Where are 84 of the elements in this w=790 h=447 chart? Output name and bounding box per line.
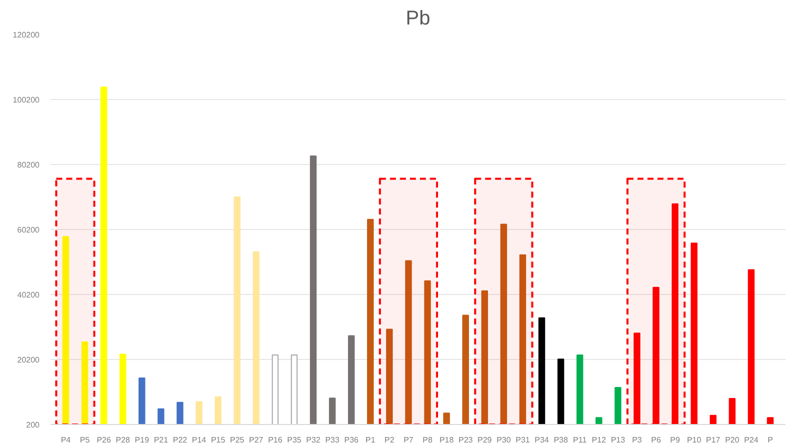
x-tick-label: P18 bbox=[439, 436, 454, 444]
bar bbox=[710, 414, 716, 424]
x-tick-label: P4 bbox=[60, 436, 72, 444]
chart-title: Pb bbox=[406, 8, 430, 30]
x-tick-label: P29 bbox=[478, 436, 492, 444]
x-tick-label: P25 bbox=[230, 436, 245, 444]
bar bbox=[443, 412, 450, 424]
bar bbox=[234, 196, 240, 424]
bar bbox=[120, 354, 126, 424]
bar bbox=[252, 251, 260, 424]
x-tick-label: P3 bbox=[632, 436, 642, 444]
bar bbox=[500, 224, 508, 424]
x-tick-label: P26 bbox=[96, 436, 112, 444]
bar bbox=[652, 286, 660, 424]
x-tick-label: P7 bbox=[404, 436, 414, 444]
x-tick-label: P35 bbox=[287, 436, 302, 444]
y-tick-label: 60200 bbox=[17, 226, 40, 234]
bar bbox=[348, 335, 355, 424]
x-tick-label: P19 bbox=[134, 436, 150, 444]
y-tick-label: 120200 bbox=[12, 30, 40, 40]
bar bbox=[81, 341, 88, 424]
bar bbox=[62, 236, 70, 424]
x-tick-label: P33 bbox=[325, 436, 340, 444]
x-tick-label: P36 bbox=[344, 436, 360, 444]
y-tick-label: 200 bbox=[26, 420, 40, 430]
bar bbox=[405, 260, 412, 424]
bar bbox=[290, 354, 298, 424]
bar bbox=[367, 218, 374, 424]
bar bbox=[690, 242, 698, 424]
bar bbox=[634, 332, 640, 424]
x-tick-label: P17 bbox=[706, 436, 721, 444]
bar bbox=[614, 386, 622, 424]
bar bbox=[328, 398, 336, 424]
y-tick-label: 40200 bbox=[17, 290, 40, 300]
y-tick-label: 100200 bbox=[12, 96, 40, 104]
x-tick-label: P31 bbox=[516, 436, 530, 444]
x-tick-label: P11 bbox=[573, 436, 588, 444]
bar bbox=[766, 417, 774, 424]
bar bbox=[386, 328, 393, 424]
x-tick-label: P28 bbox=[116, 436, 131, 444]
bar bbox=[557, 358, 564, 424]
bar bbox=[272, 354, 279, 424]
bar bbox=[519, 254, 526, 424]
y-tick-label: 20200 bbox=[17, 356, 40, 364]
x-tick-label: P34 bbox=[534, 436, 550, 444]
bar bbox=[214, 396, 222, 424]
x-tick-label: P27 bbox=[249, 436, 264, 444]
x-tick-label: P15 bbox=[210, 436, 226, 444]
bar bbox=[462, 314, 469, 424]
y-tick-label: 80200 bbox=[17, 160, 40, 170]
x-tick-label: P bbox=[768, 436, 773, 444]
bar bbox=[138, 378, 146, 424]
bar bbox=[424, 280, 431, 424]
x-tick-label: P22 bbox=[172, 436, 188, 444]
x-tick-label: P24 bbox=[744, 436, 759, 444]
x-tick-label: P1 bbox=[366, 436, 376, 444]
bar bbox=[176, 402, 184, 424]
x-tick-label: P6 bbox=[651, 436, 662, 444]
bar bbox=[158, 408, 164, 424]
x-tick-label: P30 bbox=[496, 436, 512, 444]
bar bbox=[310, 156, 317, 424]
x-tick-label: P38 bbox=[554, 436, 568, 444]
x-tick-label: P2 bbox=[384, 436, 395, 444]
x-tick-label: P23 bbox=[458, 436, 474, 444]
bar bbox=[481, 290, 488, 424]
x-tick-label: P16 bbox=[268, 436, 283, 444]
x-tick-label: P9 bbox=[670, 436, 681, 444]
bar bbox=[728, 398, 736, 424]
x-tick-label: P8 bbox=[422, 436, 433, 444]
x-tick-label: P21 bbox=[154, 436, 169, 444]
bar bbox=[596, 417, 602, 424]
bar bbox=[196, 401, 202, 424]
bar bbox=[576, 354, 584, 424]
x-tick-label: P13 bbox=[610, 436, 626, 444]
x-tick-label: P32 bbox=[306, 436, 321, 444]
x-tick-label: P10 bbox=[686, 436, 702, 444]
bar bbox=[538, 317, 546, 424]
bar bbox=[748, 269, 755, 424]
x-tick-label: P5 bbox=[80, 436, 90, 444]
x-tick-label: P12 bbox=[592, 436, 607, 444]
x-tick-label: P20 bbox=[725, 436, 740, 444]
bar bbox=[672, 203, 678, 424]
x-tick-label: P14 bbox=[192, 436, 207, 444]
bar bbox=[100, 86, 108, 424]
